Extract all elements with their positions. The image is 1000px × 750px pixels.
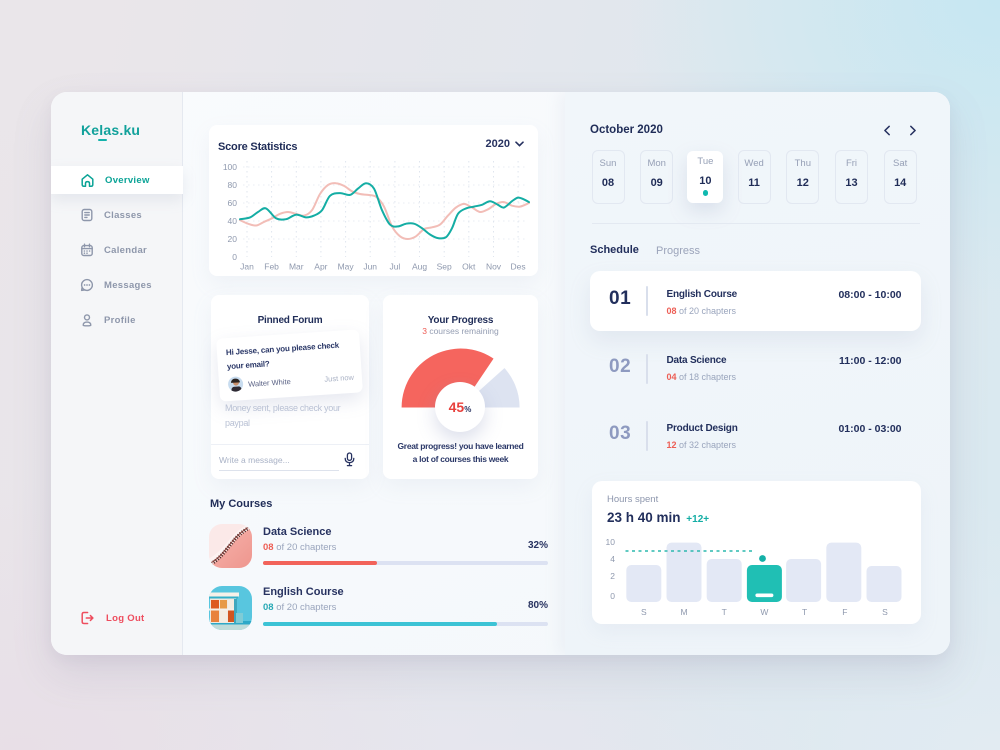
svg-text:May: May — [338, 262, 355, 272]
svg-text:Okt: Okt — [462, 262, 476, 272]
svg-text:Jun: Jun — [363, 262, 377, 272]
svg-text:40: 40 — [228, 216, 238, 226]
svg-text:Feb: Feb — [264, 262, 279, 272]
svg-text:T: T — [801, 607, 806, 617]
svg-text:2: 2 — [610, 571, 615, 581]
svg-text:Jul: Jul — [389, 262, 400, 272]
svg-text:20: 20 — [228, 234, 238, 244]
svg-text:Jan: Jan — [240, 262, 254, 272]
svg-text:F: F — [842, 607, 847, 617]
svg-text:Mar: Mar — [289, 262, 304, 272]
svg-text:Apr: Apr — [314, 262, 327, 272]
svg-text:100: 100 — [223, 162, 237, 172]
svg-text:10: 10 — [605, 537, 615, 547]
svg-text:4: 4 — [610, 554, 615, 564]
svg-text:Nov: Nov — [486, 262, 502, 272]
svg-text:S: S — [882, 607, 888, 617]
svg-text:Sep: Sep — [437, 262, 452, 272]
svg-text:T: T — [721, 607, 726, 617]
svg-text:80: 80 — [228, 180, 238, 190]
svg-text:0: 0 — [610, 591, 615, 601]
svg-text:S: S — [640, 607, 646, 617]
svg-text:M: M — [680, 607, 687, 617]
svg-text:Des: Des — [511, 262, 526, 272]
svg-text:W: W — [760, 607, 768, 617]
svg-text:0: 0 — [232, 252, 237, 262]
svg-text:60: 60 — [228, 198, 238, 208]
svg-text:Aug: Aug — [412, 262, 427, 272]
